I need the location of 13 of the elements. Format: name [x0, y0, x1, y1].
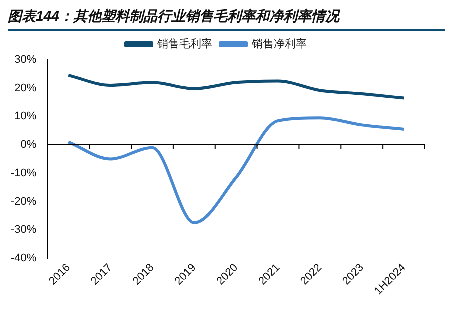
y-tick-label: -10%	[10, 167, 37, 180]
y-tick-label: 0%	[20, 139, 37, 152]
y-tick-label: 10%	[14, 110, 37, 123]
line-series	[67, 74, 406, 100]
line-series	[67, 116, 406, 224]
y-tick-label: 20%	[14, 82, 37, 94]
legend-label: 销售净利率	[251, 38, 307, 51]
y-tick-label: -30%	[10, 224, 37, 236]
legend-label: 销售毛利率	[156, 38, 212, 51]
chart-title: 图表144：其他塑料制品行业销售毛利率和净利率情况	[8, 8, 445, 31]
y-tick-label: -40%	[10, 252, 37, 264]
y-tick-label: 30%	[14, 54, 37, 66]
y-tick-label: -20%	[10, 196, 37, 208]
